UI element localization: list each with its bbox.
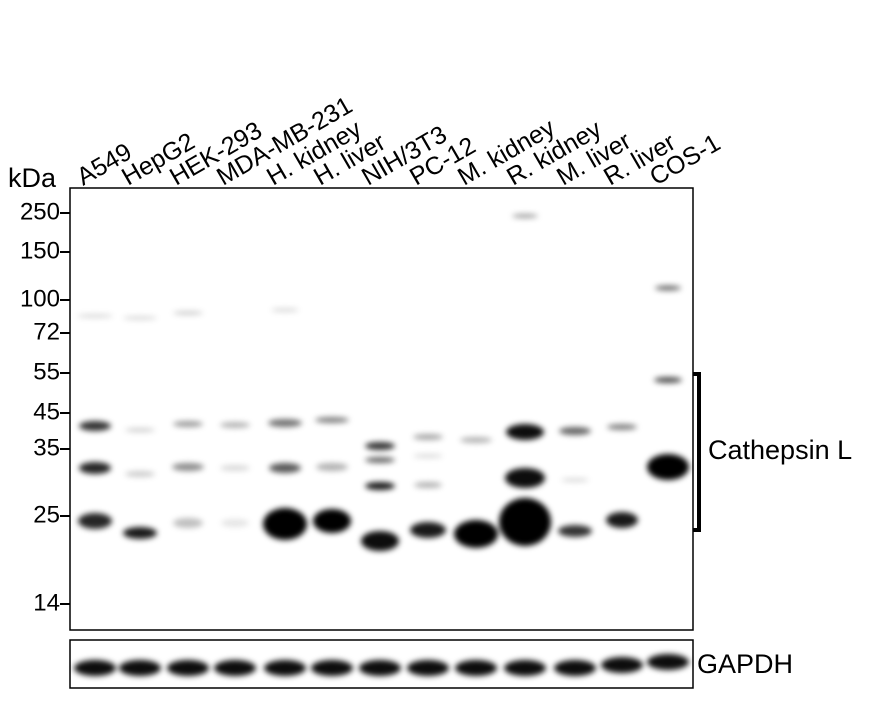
- band: [460, 437, 492, 443]
- gapdh-band: [504, 660, 546, 676]
- band: [220, 465, 250, 471]
- band: [315, 417, 349, 423]
- band: [365, 482, 395, 490]
- band: [607, 424, 637, 430]
- loading-control-label: GAPDH: [697, 649, 793, 679]
- marker-label: 72: [33, 318, 60, 345]
- gapdh-band: [455, 660, 497, 676]
- band: [361, 531, 399, 551]
- band: [655, 285, 681, 291]
- gapdh-band: [601, 657, 643, 673]
- band: [505, 468, 545, 488]
- gapdh-band: [74, 660, 116, 676]
- gapdh-band: [167, 660, 209, 676]
- band: [263, 508, 307, 540]
- marker-label: 55: [33, 358, 60, 385]
- band: [125, 471, 155, 477]
- marker-label: 14: [33, 589, 60, 616]
- band: [125, 428, 155, 432]
- band: [123, 527, 157, 539]
- band: [365, 457, 395, 463]
- band: [316, 463, 348, 471]
- marker-label: 150: [20, 237, 60, 264]
- marker-label: 100: [20, 285, 60, 312]
- band: [606, 512, 638, 528]
- band: [654, 377, 682, 383]
- band: [454, 520, 498, 548]
- band: [78, 513, 112, 529]
- marker-label: 35: [33, 434, 60, 461]
- gapdh-band: [359, 660, 401, 676]
- marker-label: 25: [33, 501, 60, 528]
- gapdh-band: [214, 660, 256, 676]
- band: [173, 518, 203, 528]
- band: [558, 525, 592, 537]
- band: [413, 454, 443, 458]
- gapdh-band: [407, 660, 449, 676]
- band: [77, 314, 113, 318]
- bracket: [693, 372, 701, 532]
- band: [221, 519, 249, 527]
- marker-unit: kDa: [8, 163, 57, 193]
- band: [269, 463, 301, 473]
- target-label: Cathepsin L: [708, 435, 852, 465]
- band: [413, 434, 443, 440]
- band: [220, 422, 250, 428]
- band: [79, 421, 111, 431]
- band: [512, 214, 538, 218]
- gapdh-band: [264, 660, 306, 676]
- band: [499, 498, 551, 546]
- band: [559, 427, 591, 435]
- band: [410, 522, 446, 538]
- band: [268, 419, 302, 427]
- gapdh-band: [119, 660, 161, 676]
- bands: [74, 214, 689, 676]
- band: [365, 442, 395, 450]
- band: [123, 316, 157, 320]
- band: [173, 421, 203, 427]
- marker-label: 250: [20, 198, 60, 225]
- band: [506, 424, 544, 440]
- band: [79, 462, 111, 474]
- band: [313, 509, 351, 533]
- gapdh-band: [554, 660, 596, 676]
- band: [414, 482, 442, 488]
- gapdh-band: [311, 660, 353, 676]
- band: [173, 311, 203, 315]
- gapdh-band: [647, 654, 689, 670]
- band: [271, 308, 299, 312]
- band: [647, 454, 689, 480]
- marker-label: 45: [33, 398, 60, 425]
- band: [172, 463, 204, 471]
- band: [561, 478, 589, 482]
- blot-frame: [69, 187, 694, 631]
